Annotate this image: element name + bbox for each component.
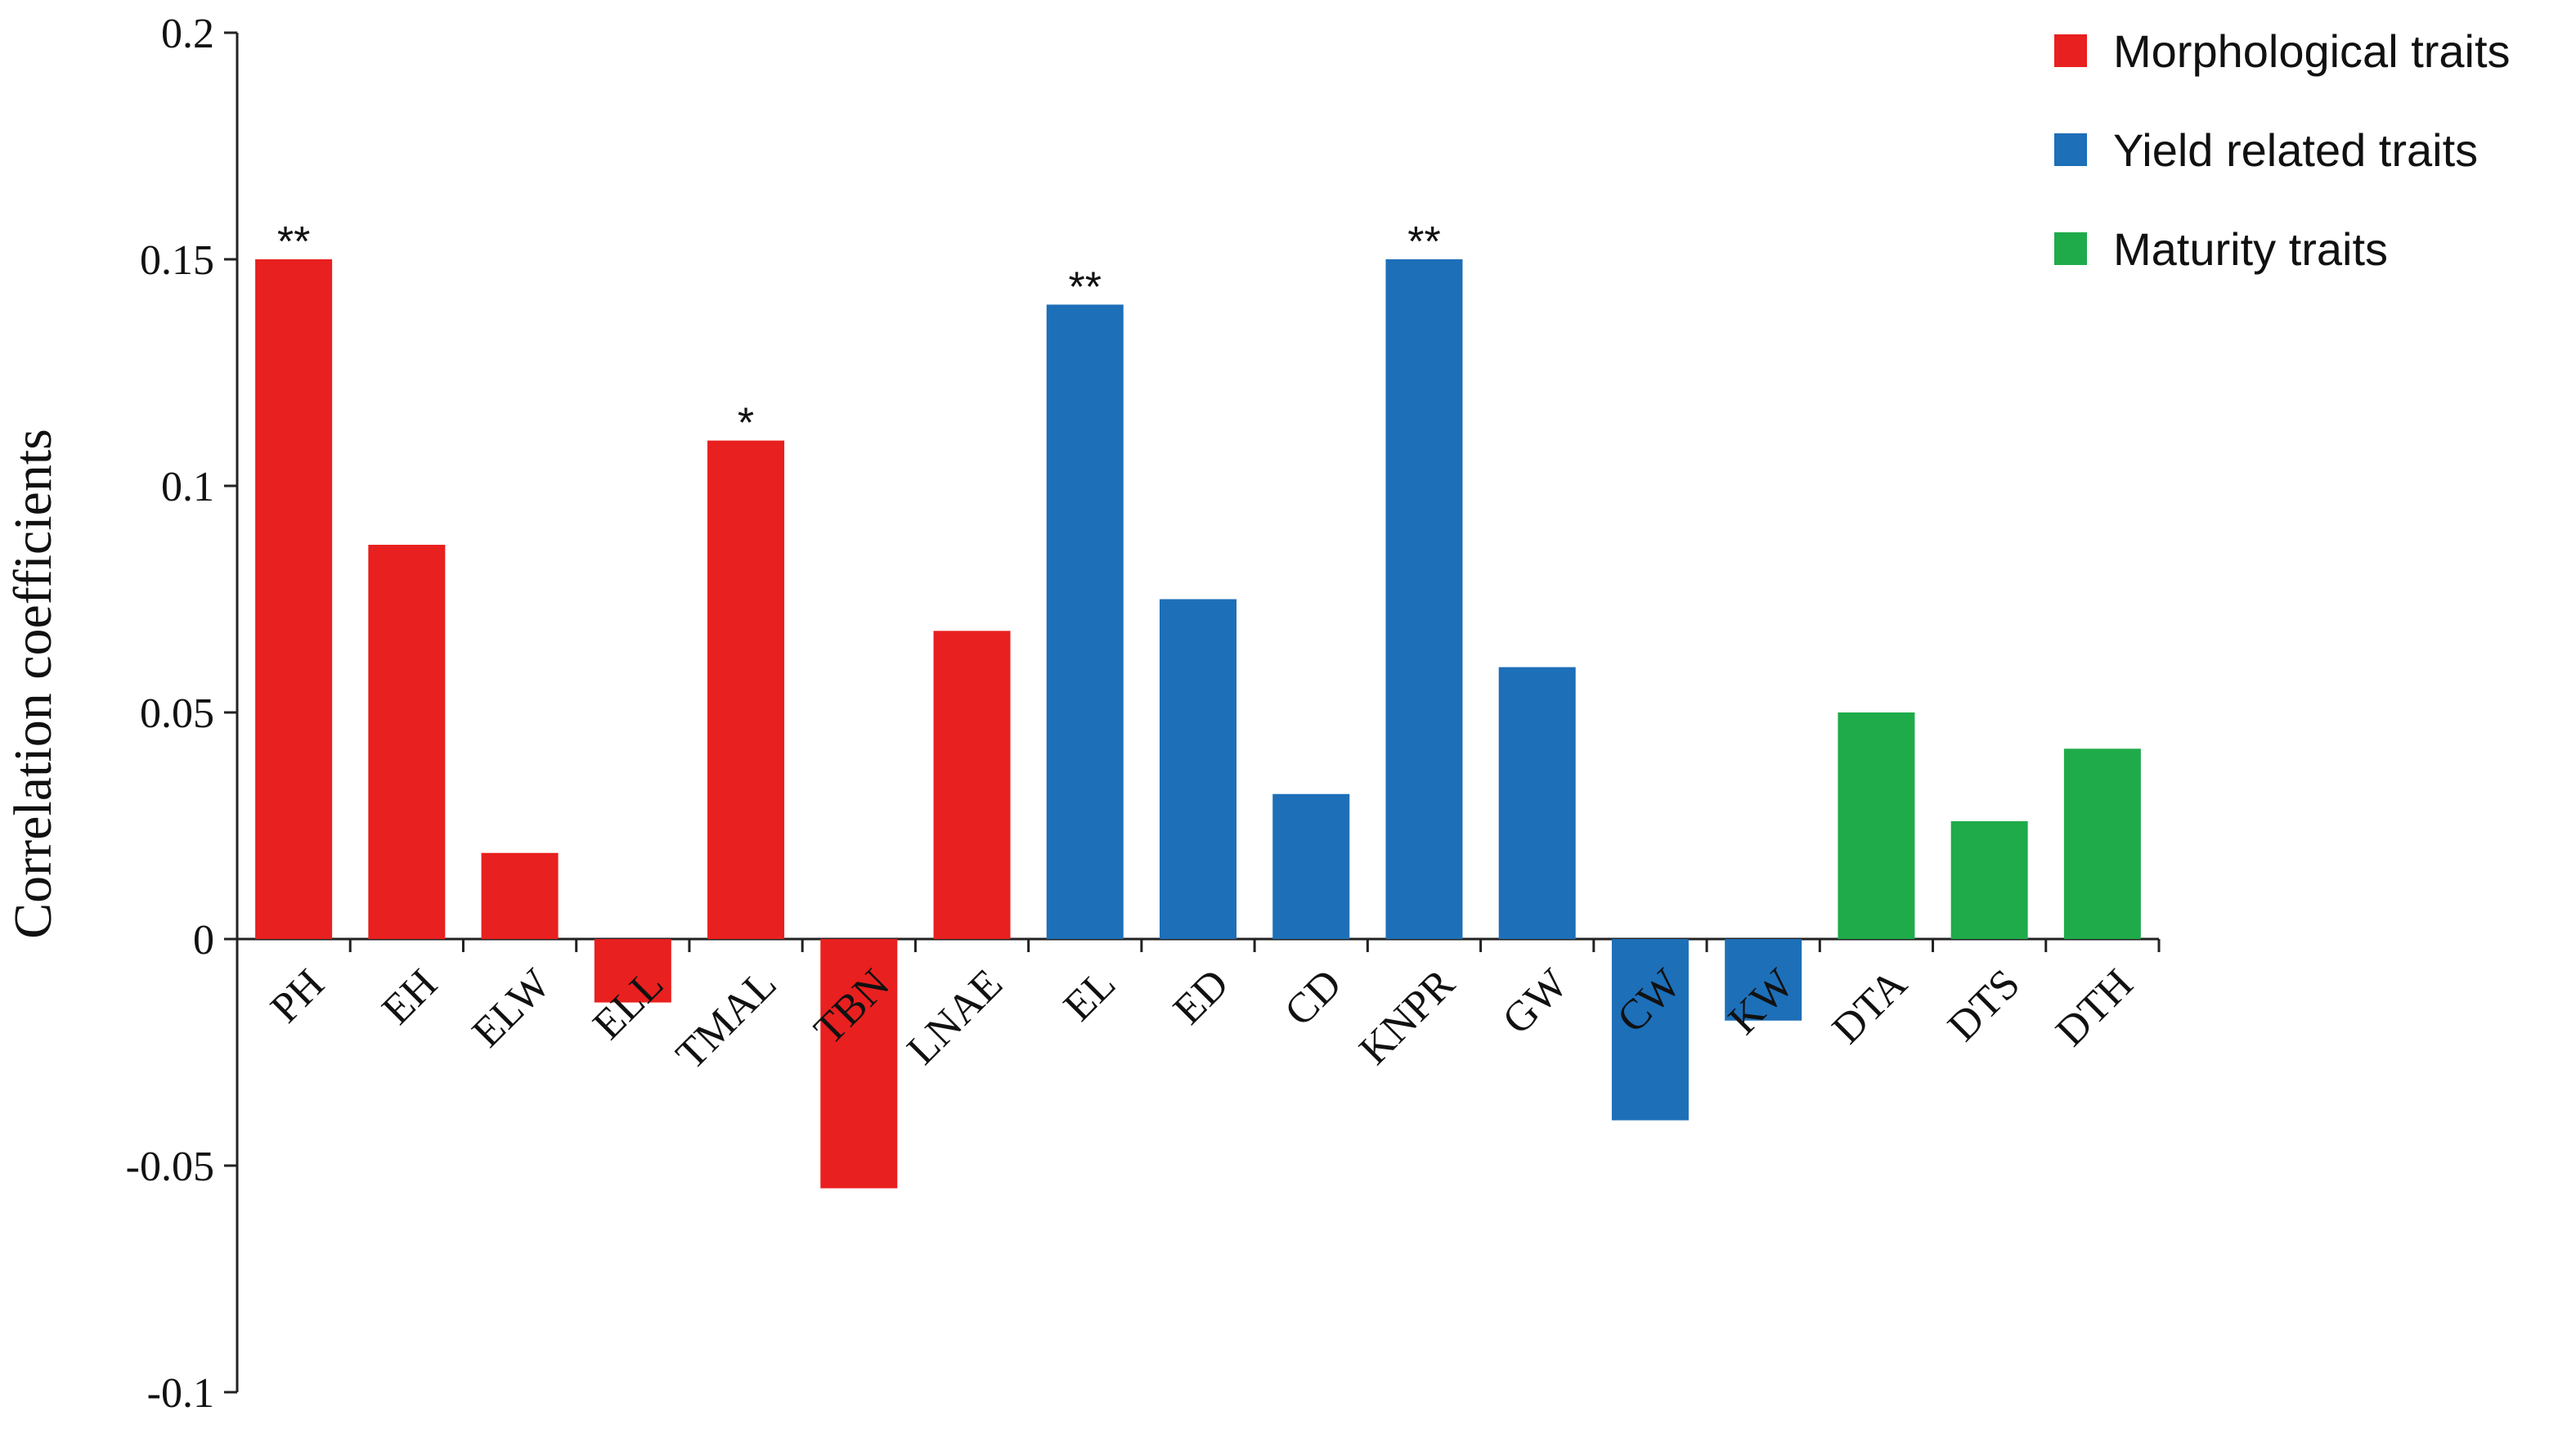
legend-swatch — [2054, 34, 2087, 67]
x-category-label: LNAE — [899, 960, 1012, 1073]
x-category-label: TMAL — [667, 960, 785, 1078]
bar-tmal — [707, 440, 785, 939]
bar-kw — [1725, 939, 1802, 1021]
significance-label: ** — [1407, 218, 1440, 266]
significance-label: * — [738, 400, 754, 447]
bar-dth — [2063, 748, 2141, 939]
bar-ed — [1160, 599, 1236, 939]
x-category-label: CD — [1276, 960, 1350, 1035]
significance-labels: ******* — [277, 218, 1441, 447]
bar-eh — [368, 545, 446, 939]
x-category-label: GW — [1494, 960, 1577, 1044]
legend-label: Morphological traits — [2113, 25, 2511, 77]
x-category-label: DTH — [2047, 960, 2142, 1055]
x-category-label: EL — [1055, 960, 1124, 1030]
x-axis — [236, 937, 2161, 952]
legend: Morphological traits Yield related traits… — [2054, 25, 2511, 275]
bar-elw — [481, 852, 559, 939]
significance-label: ** — [1069, 263, 1102, 311]
legend-swatch — [2054, 133, 2087, 166]
y-tick-label: 0.1 — [161, 464, 214, 510]
bar-el — [1046, 304, 1124, 939]
x-category-label: DTA — [1824, 960, 1916, 1053]
x-category-label: EH — [374, 960, 447, 1033]
significance-label: ** — [277, 218, 310, 266]
bar-dta — [1838, 712, 1915, 939]
x-category-label: KNPR — [1351, 960, 1465, 1074]
y-tick-label: 0.15 — [140, 237, 214, 284]
x-category-label: PH — [262, 960, 333, 1031]
bar-cd — [1272, 793, 1350, 939]
bar-dts — [1950, 820, 2028, 939]
y-tick-label: 0.05 — [140, 690, 214, 737]
y-tick-label: 0.2 — [161, 11, 214, 57]
x-category-label: ELW — [464, 960, 559, 1056]
legend-swatch — [2054, 232, 2087, 265]
bar-ell — [594, 939, 671, 1003]
bar-gw — [1498, 667, 1576, 939]
y-axis-title: Correlation coefficients — [3, 429, 63, 939]
bar-knpr — [1385, 259, 1463, 939]
bars — [255, 259, 2141, 1189]
bar-tbn — [820, 939, 898, 1189]
bar-lnae — [933, 631, 1011, 939]
x-category-label: DTS — [1939, 960, 2029, 1050]
bar-ph — [255, 259, 333, 939]
y-axis: 0.2 0.15 0.1 0.05 0 -0.05 -0.1 — [126, 11, 239, 1417]
y-tick-label: -0.05 — [126, 1144, 214, 1190]
y-tick-label: 0 — [193, 917, 214, 964]
y-tick-label: -0.1 — [147, 1370, 214, 1417]
x-category-label: ED — [1165, 960, 1237, 1033]
legend-label: Maturity traits — [2113, 223, 2388, 275]
bar-cw — [1611, 939, 1689, 1121]
legend-label: Yield related traits — [2113, 124, 2478, 176]
